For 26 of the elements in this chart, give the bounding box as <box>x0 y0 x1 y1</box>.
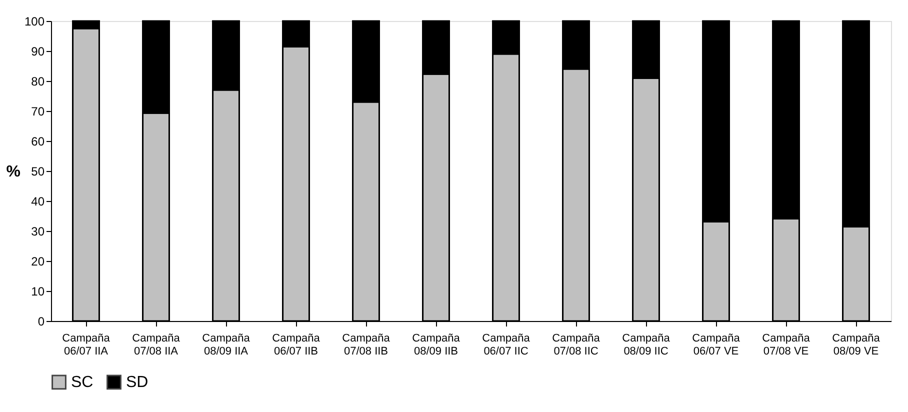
y-tick-label: 100 <box>24 14 45 28</box>
y-axis-title: % <box>6 164 20 180</box>
y-tick-label: 40 <box>31 194 45 208</box>
x-tick-label: Campaña 06/07 IIA <box>62 332 111 358</box>
x-tick-label: Campaña 06/07 VE <box>692 332 741 358</box>
legend-label: SD <box>126 374 148 392</box>
y-tick-label: 80 <box>31 74 45 88</box>
y-tick-label: 30 <box>31 224 45 238</box>
x-tick-label: Campaña 08/09 VE <box>832 332 881 358</box>
y-tick-label: 60 <box>31 134 45 148</box>
y-tick-label: 10 <box>31 284 45 298</box>
x-tick-label: Campaña 08/09 IIB <box>412 332 461 358</box>
y-tick-label: 50 <box>31 164 45 178</box>
y-tick-label: 90 <box>31 44 45 58</box>
x-tick-label: Campaña 07/08 IIC <box>552 332 601 358</box>
y-tick-label: 0 <box>38 314 45 328</box>
y-tick-label: 70 <box>31 104 45 118</box>
x-tick-label: Campaña 06/07 IIC <box>482 332 531 358</box>
x-tick-label: Campaña 08/09 IIA <box>202 332 251 358</box>
y-tick-label: 20 <box>31 254 45 268</box>
x-tick-label: Campaña 07/08 IIA <box>132 332 181 358</box>
x-tick-label: Campaña 07/08 IIB <box>342 332 391 358</box>
legend-label: SC <box>71 374 94 392</box>
x-tick-label: Campaña 08/09 IIC <box>622 332 671 358</box>
x-tick-label: Campaña 07/08 VE <box>762 332 811 358</box>
x-tick-label: Campaña 06/07 IIB <box>272 332 321 358</box>
